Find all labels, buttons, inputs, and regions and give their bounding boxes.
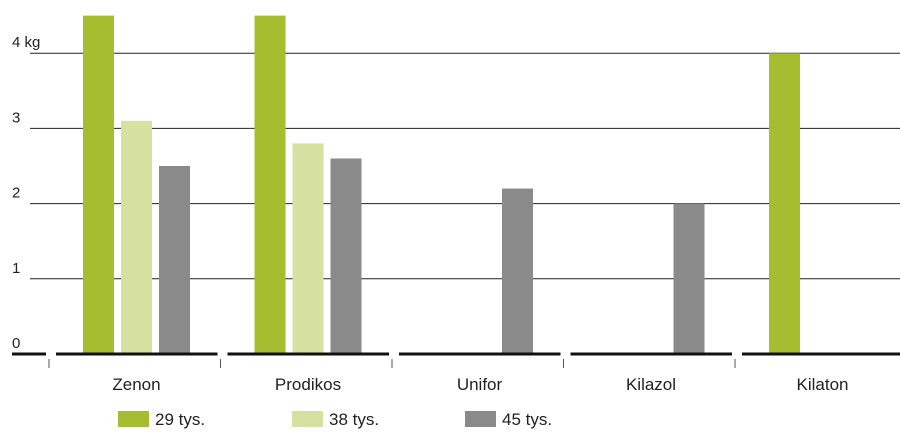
x-tick-label: Kilaton	[797, 375, 849, 394]
legend-label: 45 tys.	[502, 410, 552, 429]
legend: 29 tys. 38 tys. 45 tys.	[118, 410, 552, 429]
bar-zenon-series-2	[121, 120, 152, 354]
y-axis-labels: 0 1 2 3 4 kg	[12, 34, 40, 352]
bar-unifor-series-3	[502, 188, 533, 354]
bar-prodikos-series-1	[254, 15, 286, 354]
bar-zenon-series-3	[159, 166, 190, 354]
x-tick-label: Kilazol	[626, 375, 676, 394]
legend-swatch	[118, 411, 149, 427]
y-tick-label: 0	[12, 335, 20, 352]
legend-swatch	[292, 411, 323, 427]
y-tick-label: 3	[12, 109, 20, 126]
bar-kilazol-series-3	[673, 203, 705, 354]
x-tick-label: Zenon	[112, 375, 160, 394]
y-tick-label: 1	[12, 260, 20, 277]
legend-label: 29 tys.	[155, 410, 205, 429]
legend-swatch	[465, 411, 496, 427]
x-axis-labels: Zenon Prodikos Unifor Kilazol Kilaton	[112, 375, 848, 394]
x-axis	[12, 352, 900, 368]
legend-label: 38 tys.	[329, 410, 379, 429]
y-tick-label: 4 kg	[12, 34, 40, 51]
y-tick-label: 2	[12, 185, 20, 202]
bar-zenon-series-1	[83, 15, 114, 354]
x-tick-label: Unifor	[457, 375, 503, 394]
bar-kilaton-series-1	[769, 53, 800, 354]
bars	[83, 15, 800, 354]
bar-prodikos-series-3	[330, 158, 362, 354]
bar-prodikos-series-2	[292, 143, 324, 354]
x-tick-label: Prodikos	[275, 375, 341, 394]
